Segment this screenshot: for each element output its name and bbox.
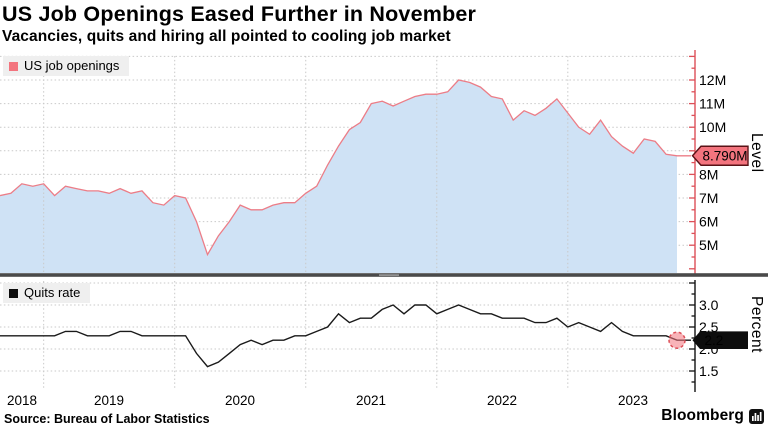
bloomberg-logo: Bloomberg: [661, 407, 764, 425]
y-axis-tick-label: 3.0: [699, 297, 719, 313]
x-axis-year-label: 2020: [225, 393, 255, 408]
x-axis-year-label: 2018: [7, 393, 37, 408]
source-note: Source: Bureau of Labor Statistics: [4, 412, 210, 426]
panel-divider-handle: [379, 274, 399, 276]
page-title: US Job Openings Eased Further in Novembe…: [2, 2, 477, 26]
openings-last-value-badge: 8.790M: [691, 145, 749, 166]
y-axis-tick-label: 7M: [699, 190, 718, 206]
right-axis-unit-percent: Percent: [748, 296, 765, 353]
y-axis-tick-label: 6M: [699, 214, 718, 230]
y-axis-tick-label: 5M: [699, 237, 718, 253]
right-axis-unit-level: Level: [748, 133, 765, 173]
legend-quits-rate: Quits rate: [3, 283, 91, 303]
x-axis-year-label: 2021: [356, 393, 386, 408]
openings-last-value-label: 8.790M: [703, 149, 748, 164]
y-axis-tick-label: 1.5: [699, 363, 719, 379]
openings-line: [0, 79, 691, 257]
quits-last-value-label: 2.2: [705, 333, 724, 348]
x-axis-year-label: 2022: [487, 393, 517, 408]
y-axis-tick-label: 12M: [699, 72, 726, 88]
legend-us-job-openings: US job openings: [3, 56, 130, 76]
quits-line: [0, 304, 691, 368]
openings-area-fill: [0, 80, 677, 273]
badge-shape: [692, 331, 748, 349]
x-axis-year-label: 2019: [94, 393, 124, 408]
legend-swatch-black: [9, 288, 18, 298]
y-axis-tick-label: 8M: [699, 166, 718, 182]
quits-last-value-badge: 2.2: [692, 331, 748, 349]
y-axis-tick-label: 10M: [699, 119, 726, 135]
bloomberg-mark-icon: [749, 408, 764, 424]
y-axis-tick-label: 11M: [699, 96, 725, 112]
legend-label: US job openings: [24, 58, 120, 73]
page-subtitle: Vacancies, quits and hiring all pointed …: [2, 28, 451, 45]
legend-label: Quits rate: [24, 285, 81, 300]
quits-endpoint-highlight: [668, 331, 686, 349]
y-axis-tick-label: 2.5: [699, 319, 719, 335]
vertical-gridlines: [43, 56, 569, 390]
badge-shape: [691, 145, 749, 166]
x-axis-year-label: 2023: [618, 393, 648, 408]
legend-swatch-red: [9, 61, 18, 71]
bloomberg-wordmark: Bloomberg: [661, 407, 744, 424]
